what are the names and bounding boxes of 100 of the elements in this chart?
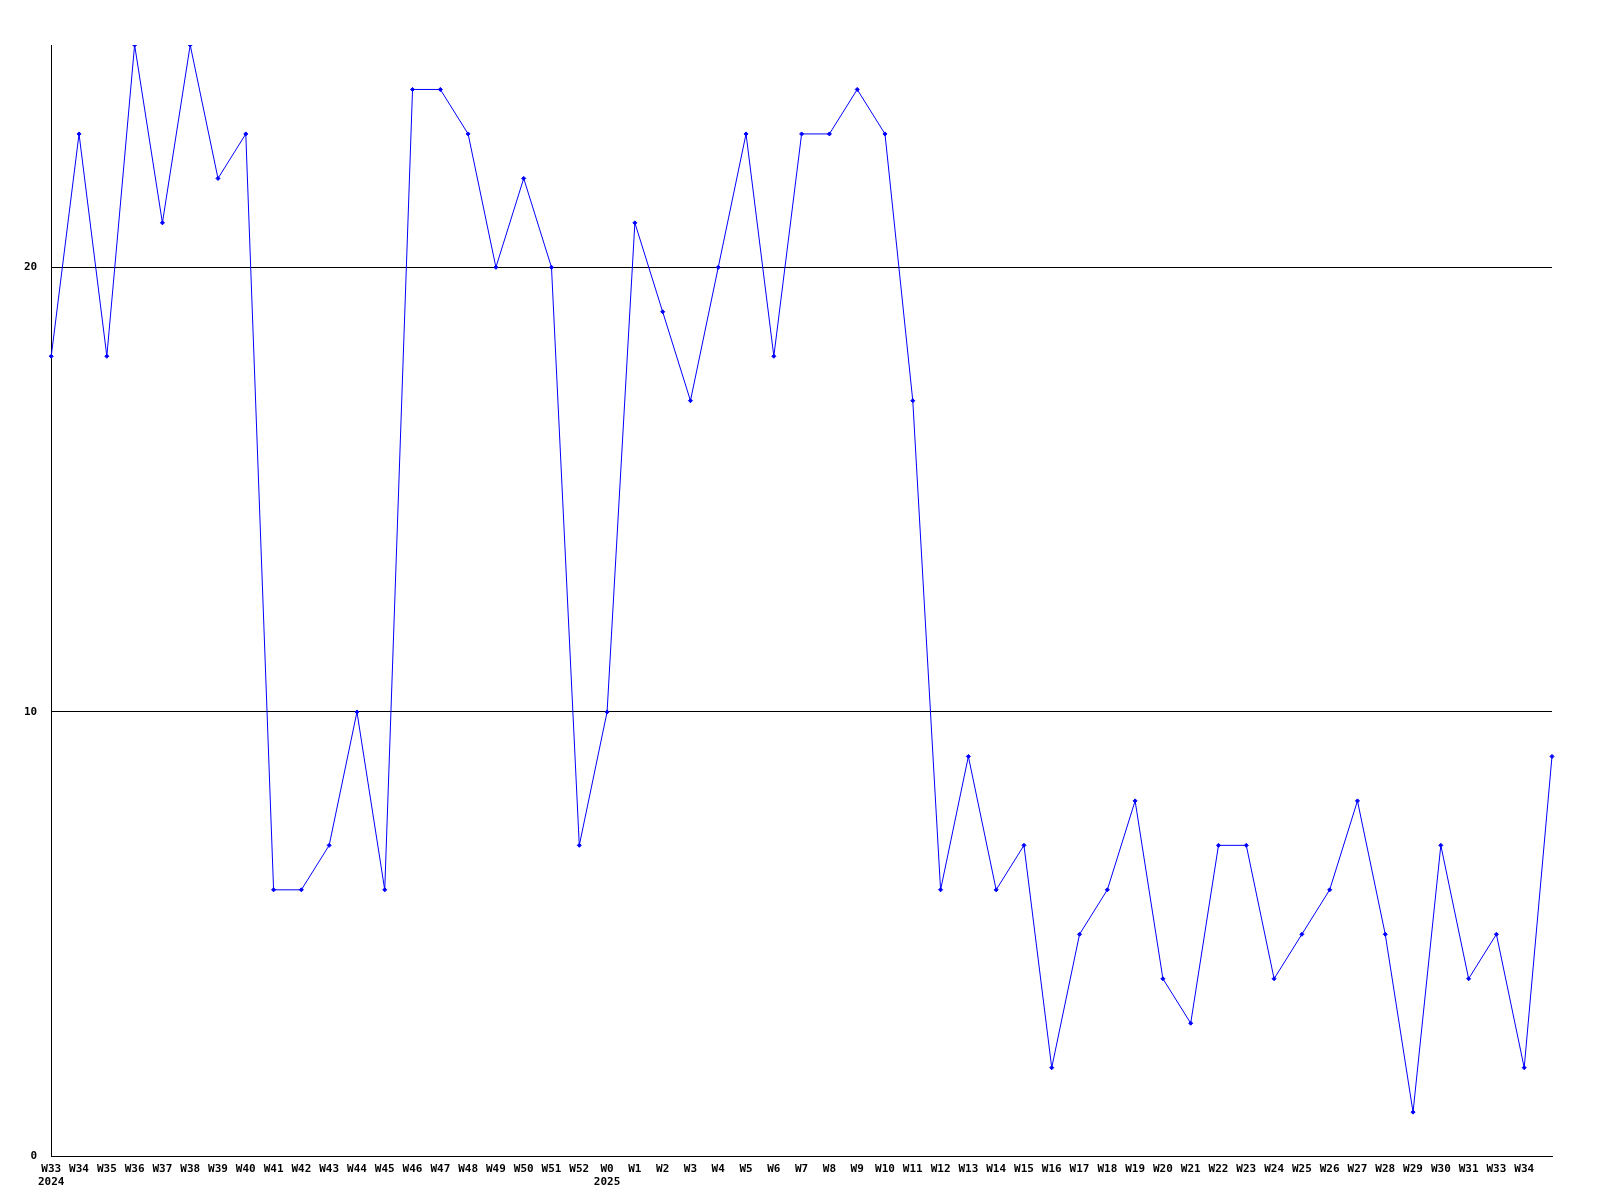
point [799,131,805,137]
point [465,131,471,137]
x-tick-label: W12 [930,1162,951,1176]
point [771,353,777,359]
point [549,264,554,270]
x-tick-label: W13 [958,1162,979,1176]
point [215,175,221,181]
point [1493,931,1499,937]
x-tick-label: W33 2024 [38,1162,65,1189]
point [382,887,388,893]
point [993,887,999,893]
point [1132,798,1138,804]
y-tick-label: 20 [24,260,38,274]
point [1466,976,1472,982]
point [1216,842,1221,848]
x-tick-label: W23 [1236,1162,1257,1176]
x-tick-label: W3 [683,1162,698,1176]
x-tick-label: W43 [319,1162,340,1176]
point [243,131,249,137]
point [48,353,54,359]
point [576,842,582,848]
x-tick-label: W20 [1152,1162,1173,1176]
point [410,86,416,92]
x-tick-label: W6 [767,1162,781,1176]
point [660,309,666,315]
point [1299,931,1305,937]
x-tick-label: W29 [1403,1162,1423,1176]
x-tick-label: W38 [180,1162,201,1176]
x-tick-label: W37 [152,1162,173,1176]
x-tick-label: W40 [235,1162,256,1176]
point [1160,976,1166,982]
point [1021,842,1027,848]
x-tick-label: W52 [569,1162,590,1176]
point [104,353,110,359]
point [965,753,971,759]
point [910,398,916,404]
x-tick-label: W15 [1014,1162,1034,1176]
x-tick-label: W24 [1264,1162,1285,1176]
x-tick-label: W22 [1208,1162,1229,1176]
point [521,175,527,181]
point [826,131,832,137]
x-tick-label: W41 [263,1162,284,1176]
x-tick-label: W4 [711,1162,726,1176]
x-tick-label: W1 [628,1162,642,1176]
point [1077,931,1083,937]
x-tick-label: W0 2025 [593,1162,621,1189]
point [715,264,721,270]
point [854,86,860,92]
x-tick-label: W44 [347,1162,368,1176]
x-tick-label: W18 [1097,1162,1118,1176]
point [271,887,277,893]
x-tick-label: W17 [1069,1162,1090,1176]
x-tick-label: W36 [124,1162,145,1176]
point [354,709,360,715]
x-tick-label: W9 [850,1162,864,1176]
x-tick-label: W26 [1319,1162,1340,1176]
x-tick-label: W48 [458,1162,479,1176]
point [493,264,499,270]
x-tick-label: W25 [1291,1162,1312,1176]
y-tick-label: 0 [30,1149,38,1163]
point [326,842,332,848]
x-tick-label: W21 [1180,1162,1202,1176]
point [298,887,304,893]
x-tick-label: W35 [96,1162,117,1176]
point [1049,1065,1055,1071]
point [687,398,693,404]
point [604,709,610,715]
x-tick-label: W28 [1375,1162,1396,1176]
point [1438,842,1444,848]
x-tick-label: W27 [1347,1162,1368,1176]
x-tick-label: W33 [1486,1162,1507,1176]
x-tick-label: W34 [1514,1162,1535,1176]
point [882,131,888,137]
x-tick-label: W16 [1041,1162,1063,1176]
x-tick-label: W8 [822,1162,837,1176]
x-tick-label: W50 [513,1162,534,1176]
x-tick-label: W51 [541,1162,562,1176]
point [437,86,443,92]
point [76,131,82,137]
point [743,131,749,137]
x-tick-label: W45 [374,1162,395,1176]
point [1327,887,1333,893]
point [938,887,944,893]
x-tick-label: W19 [1125,1162,1146,1176]
point [1410,1109,1416,1115]
x-tick-label: W39 [208,1162,228,1176]
point [159,220,165,226]
x-tick-label: W31 [1458,1162,1479,1176]
y-tick-label: 10 [24,704,38,718]
point [632,220,638,226]
x-tick-label: W42 [291,1162,312,1176]
x-tick-label: W46 [402,1162,423,1176]
x-tick-label: W11 [902,1162,924,1176]
x-tick-label: W2 [656,1162,670,1176]
point [1271,976,1277,982]
point [1521,1065,1527,1071]
point [1188,1020,1194,1026]
x-tick-label: W10 [875,1162,895,1176]
x-tick-label: W7 [795,1162,809,1176]
x-tick-label: W34 [69,1162,90,1176]
